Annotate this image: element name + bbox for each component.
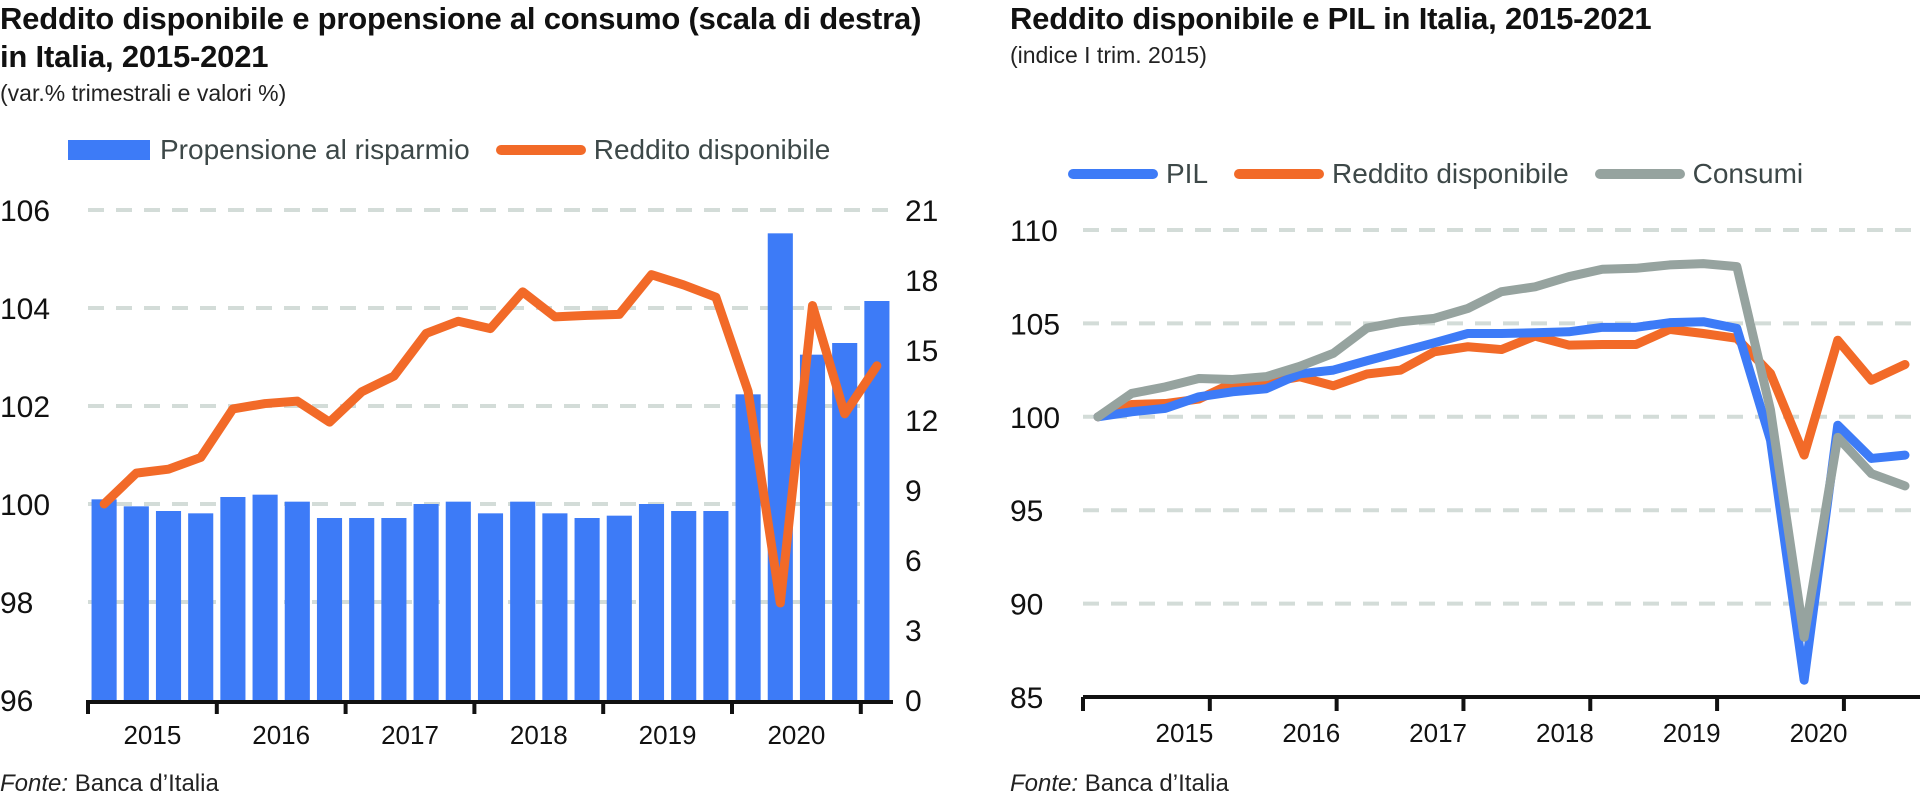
legend-label: Propensione al risparmio [160, 134, 470, 165]
source-text: Banca d’Italia [1078, 770, 1229, 797]
x-tick-label: 2019 [1663, 718, 1721, 748]
legend-swatch-line-icon [1594, 169, 1685, 179]
bar [413, 504, 439, 700]
legend-item-pil: PIL [1068, 158, 1208, 190]
right-chart-title: Reddito disponibile e PIL in Italia, 201… [1010, 1, 1652, 36]
source-label: Fonte: [0, 770, 69, 797]
y-left-tick-label: 96 [0, 685, 33, 718]
x-tick-label: 2018 [510, 720, 568, 750]
y-tick-label: 95 [1010, 495, 1043, 528]
bar [542, 513, 568, 700]
bar [220, 497, 246, 700]
right-chart-subtitle: (indice I trim. 2015) [1010, 42, 1207, 68]
bar [574, 518, 600, 700]
y-right-tick-label: 6 [905, 545, 922, 578]
legend-item-reddito: Reddito disponibile [1234, 158, 1569, 190]
legend-item-consumi: Consumi [1594, 158, 1804, 190]
left-chart-title: Reddito disponibile e propensione al con… [0, 1, 922, 74]
y-left-tick-label: 98 [0, 587, 33, 620]
x-tick-label: 2017 [1409, 718, 1467, 748]
legend-item-reddito: Reddito disponibile [495, 134, 831, 166]
right-chart-plot: 85 90 95 100 105 110 2015 2016 2017 2018 2019 2020 [1010, 215, 1920, 748]
bar [188, 513, 214, 700]
bar [606, 515, 632, 700]
y-right-tick-label: 18 [905, 265, 938, 298]
legend-label: Reddito disponibile [593, 134, 831, 165]
y-tick-label: 85 [1010, 682, 1043, 715]
legend-swatch-line-icon [1068, 169, 1158, 179]
bar [316, 518, 343, 700]
right-chart-legend: PIL Reddito disponibile Consumi [1068, 158, 1829, 190]
legend-item-propensione: Propensione al risparmio [68, 134, 470, 166]
legend-swatch-bar-icon [68, 140, 150, 160]
bar [703, 511, 729, 700]
y-left-tick-label: 102 [0, 391, 50, 424]
y-right-tick-label: 21 [905, 195, 938, 228]
y-left-tick-label: 100 [0, 489, 50, 522]
y-left-tick-label: 106 [0, 195, 50, 228]
bar [638, 504, 665, 700]
x-tick-label: 2015 [1156, 718, 1214, 748]
left-chart-legend: Propensione al risparmio Reddito disponi… [68, 134, 856, 166]
y-right-tick-label: 0 [905, 685, 922, 718]
legend-label: Reddito disponibile [1332, 158, 1569, 189]
legend-swatch-line-icon [1234, 169, 1325, 179]
bar [381, 518, 407, 700]
bar [510, 501, 536, 700]
legend-label: PIL [1166, 158, 1209, 189]
bar [445, 501, 471, 700]
x-tick-label: 2017 [381, 720, 439, 750]
y-left-tick-label: 104 [0, 293, 50, 326]
x-tick-label: 2020 [767, 720, 825, 750]
y-right-tick-label: 3 [905, 615, 922, 648]
x-tick-label: 2019 [639, 720, 697, 750]
y-right-tick-label: 15 [905, 335, 938, 368]
y-right-tick-label: 9 [905, 475, 922, 508]
y-tick-label: 105 [1010, 308, 1060, 341]
bar [155, 511, 182, 700]
line-series-consumi [1093, 259, 1910, 642]
legend-swatch-line-icon [495, 145, 586, 155]
x-tick-label: 2020 [1790, 718, 1848, 748]
legend-label: Consumi [1692, 158, 1804, 189]
y-tick-label: 90 [1010, 589, 1043, 622]
x-tick-label: 2016 [1282, 718, 1340, 748]
y-tick-label: 100 [1010, 402, 1060, 435]
bar [477, 513, 504, 700]
x-tick-label: 2016 [252, 720, 310, 750]
source-label: Fonte: [1010, 770, 1079, 797]
bar [349, 518, 375, 700]
bar [123, 506, 149, 700]
bar [671, 511, 697, 700]
y-right-tick-label: 12 [905, 405, 938, 438]
bar [252, 494, 278, 700]
left-chart-subtitle: (var.% trimestrali e valori %) [0, 80, 287, 106]
x-tick-label: 2015 [123, 720, 181, 750]
right-chart-source: Fonte: Banca d’Italia [1010, 770, 1229, 798]
y-tick-label: 110 [1010, 215, 1058, 248]
bar [767, 233, 793, 701]
x-tick-label: 2018 [1536, 718, 1594, 748]
bar [284, 501, 310, 700]
left-chart-source: Fonte: Banca d’Italia [0, 770, 219, 798]
bar [91, 499, 117, 700]
bar [864, 301, 890, 700]
source-text: Banca d’Italia [68, 770, 219, 797]
left-chart-plot: 96 98 100 102 104 106 0 3 6 9 12 15 18 21 2015 2016 2017… [0, 195, 938, 750]
